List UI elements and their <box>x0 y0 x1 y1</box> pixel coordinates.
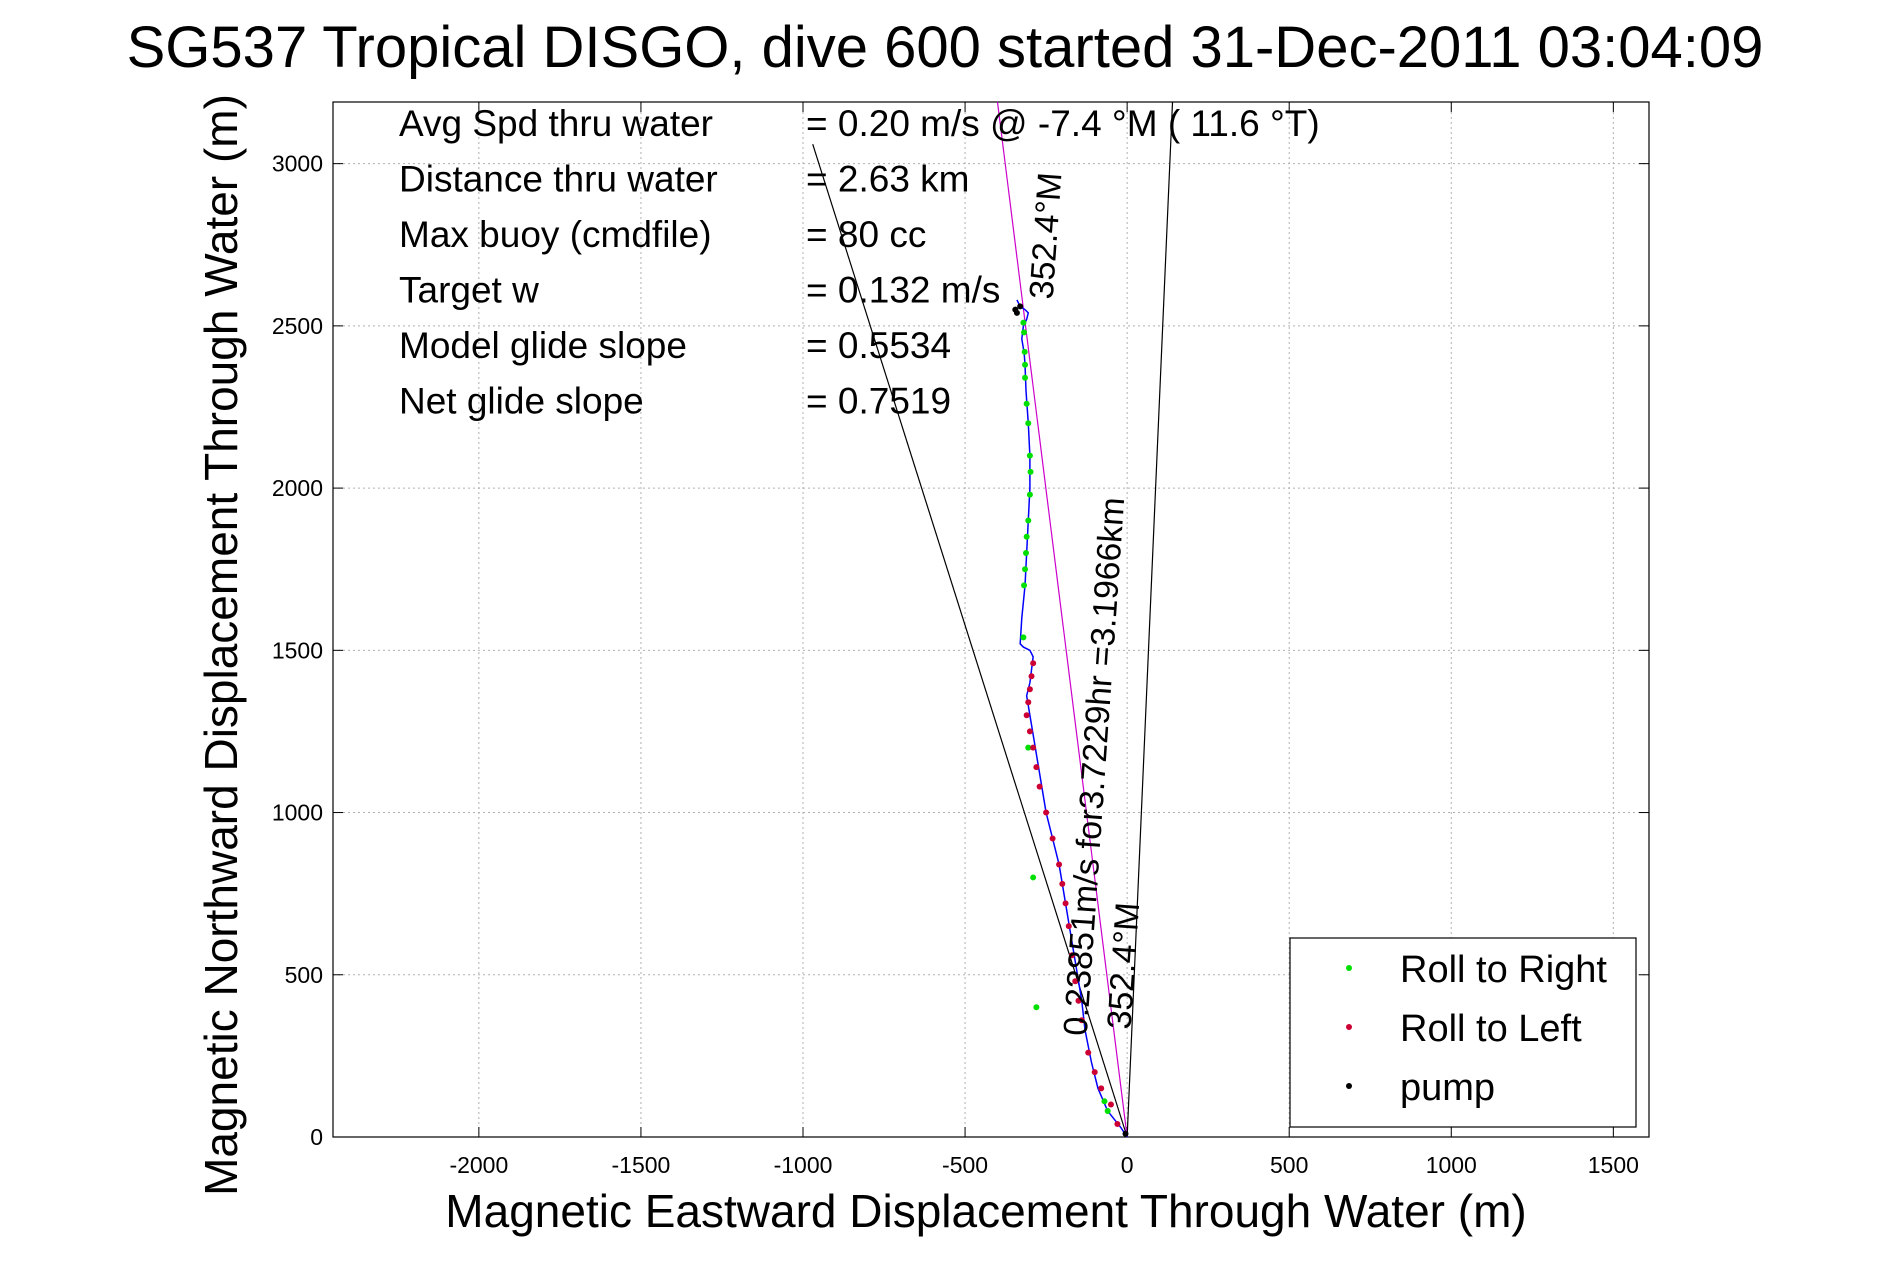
series-point-roll-to-right <box>1020 319 1027 326</box>
legend-label: pump <box>1400 1067 1495 1109</box>
y-tick-label: 1000 <box>272 800 323 826</box>
series-point-roll-to-left <box>1033 764 1040 771</box>
y-tick-label: 2000 <box>272 475 323 501</box>
y-tick-label: 0 <box>310 1124 323 1150</box>
info-value: = 0.132 m/s <box>806 270 1000 311</box>
x-tick-label: 1000 <box>1426 1152 1477 1178</box>
info-value: = 0.7519 <box>806 381 951 422</box>
series-point-roll-to-left <box>1028 673 1035 680</box>
series-point-roll-to-left <box>1059 880 1066 887</box>
series-point-roll-to-left <box>1043 809 1050 816</box>
series-point-roll-to-right <box>1027 468 1034 475</box>
info-value: = 2.63 km <box>806 159 970 200</box>
x-tick-label: 0 <box>1121 1152 1134 1178</box>
y-tick-label: 1500 <box>272 637 323 663</box>
y-tick-label: 3000 <box>272 151 323 177</box>
heading-guide-line <box>1126 101 1174 1138</box>
series-point-roll-to-right <box>1021 348 1028 355</box>
series-point-pump <box>1122 1130 1129 1137</box>
series-point-roll-to-left <box>1025 699 1032 706</box>
series-point-roll-to-left <box>1107 1101 1114 1108</box>
heading-guide-line <box>996 101 1128 1138</box>
track-annotation: 352.4°M <box>1023 171 1070 300</box>
info-value: = 0.5534 <box>806 325 951 366</box>
series-point-roll-to-left <box>1098 1085 1105 1092</box>
y-tick-label: 2500 <box>272 313 323 339</box>
series-point-roll-to-right <box>1020 634 1027 641</box>
info-label: Target w <box>399 270 539 311</box>
info-label: Max buoy (cmdfile) <box>399 214 712 255</box>
x-tick-label: -1000 <box>774 1152 833 1178</box>
x-tick-label: -2000 <box>449 1152 508 1178</box>
legend-marker <box>1346 965 1352 971</box>
series-point-roll-to-right <box>1026 452 1033 459</box>
series-point-roll-to-left <box>1056 861 1063 868</box>
info-label: Net glide slope <box>399 381 644 422</box>
series-point-roll-to-left <box>1036 783 1043 790</box>
series-point-roll-to-left <box>1078 1017 1085 1024</box>
series-point-roll-to-left <box>1026 728 1033 735</box>
track-annotation: 352.4°M <box>1100 901 1147 1030</box>
x-tick-label: -500 <box>942 1152 988 1178</box>
series-point-roll-to-right <box>1025 744 1032 751</box>
series-point-roll-to-left <box>1114 1121 1121 1128</box>
y-tick-label: 500 <box>285 962 323 988</box>
legend-marker <box>1346 1083 1352 1089</box>
chart-marks <box>812 101 1174 1138</box>
series-point-roll-to-right <box>1026 491 1033 498</box>
legend-label: Roll to Left <box>1400 1008 1582 1050</box>
series-point-roll-to-right <box>1101 1098 1108 1105</box>
series-point-roll-to-left <box>1069 952 1076 959</box>
x-tick-label: 500 <box>1270 1152 1308 1178</box>
series-point-roll-to-right <box>1030 874 1037 881</box>
series-point-roll-to-right <box>1033 1004 1040 1011</box>
series-point-roll-to-right <box>1025 420 1032 427</box>
y-axis-label: Magnetic Northward Displacement Through … <box>195 94 247 1196</box>
series-point-roll-to-left <box>1085 1049 1092 1056</box>
series-point-roll-to-left <box>1075 997 1082 1004</box>
series-point-roll-to-left <box>1072 978 1079 985</box>
legend-label: Roll to Right <box>1400 949 1607 991</box>
series-point-roll-to-left <box>1030 660 1037 667</box>
info-label: Avg Spd thru water <box>399 103 713 144</box>
x-tick-label: 1500 <box>1588 1152 1639 1178</box>
info-label: Distance thru water <box>399 159 718 200</box>
series-point-roll-to-left <box>1065 923 1072 930</box>
chart-title: SG537 Tropical DISGO, dive 600 started 3… <box>127 15 1764 80</box>
series-point-roll-to-left <box>1049 835 1056 842</box>
series-point-roll-to-right <box>1022 361 1029 368</box>
series-point-pump <box>1013 309 1020 316</box>
series-point-roll-to-left <box>1062 900 1069 907</box>
series-point-roll-to-left <box>1026 686 1033 693</box>
series-point-roll-to-right <box>1021 329 1028 336</box>
x-tick-label: -1500 <box>612 1152 671 1178</box>
legend-marker <box>1346 1024 1352 1030</box>
series-point-roll-to-left <box>1030 744 1037 751</box>
series-point-roll-to-right <box>1022 374 1029 381</box>
info-value: = 80 cc <box>806 214 926 255</box>
series-point-roll-to-left <box>1023 712 1030 719</box>
info-value: = 0.20 m/s @ -7.4 °M ( 11.6 °T) <box>806 103 1320 144</box>
series-point-roll-to-right <box>1021 582 1028 589</box>
series-point-roll-to-right <box>1023 533 1030 540</box>
series-point-roll-to-right <box>1104 1108 1111 1115</box>
info-label: Model glide slope <box>399 325 687 366</box>
series-point-roll-to-right <box>1023 549 1030 556</box>
series-point-roll-to-left <box>1091 1069 1098 1076</box>
x-axis-label: Magnetic Eastward Displacement Through W… <box>445 1185 1526 1237</box>
series-point-roll-to-right <box>1025 517 1032 524</box>
series-point-pump <box>1017 303 1024 310</box>
series-point-roll-to-right <box>1023 400 1030 407</box>
plot-area <box>332 101 1650 1138</box>
series-point-roll-to-right <box>1022 566 1029 573</box>
heading-guide-line <box>812 143 1128 1138</box>
plot-frame <box>332 101 1650 1138</box>
